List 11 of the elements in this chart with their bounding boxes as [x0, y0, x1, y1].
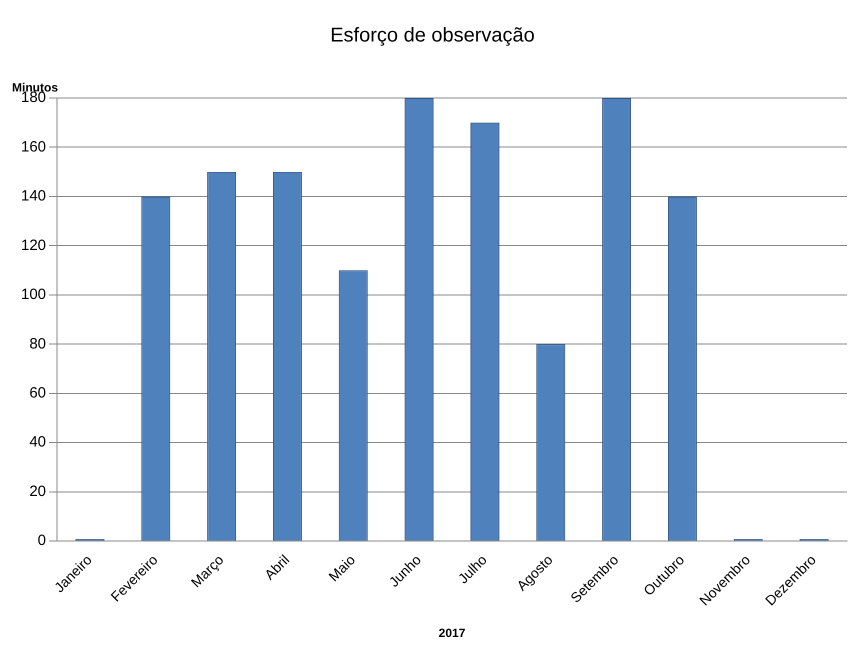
y-tick-label: 140 [20, 188, 46, 205]
y-tick-label: 60 [29, 384, 46, 402]
y-tick-label: 20 [29, 482, 46, 500]
y-tick-label: 100 [20, 286, 46, 304]
y-tick-label: 40 [29, 434, 46, 451]
y-tick-label: 80 [29, 335, 46, 352]
x-axis-title: 2017 [438, 626, 466, 640]
y-tick-label: 120 [20, 236, 46, 254]
y-tick-label: 160 [20, 138, 46, 156]
chart-title: Esforço de observação [330, 24, 535, 47]
y-tick-label: 0 [38, 532, 46, 550]
